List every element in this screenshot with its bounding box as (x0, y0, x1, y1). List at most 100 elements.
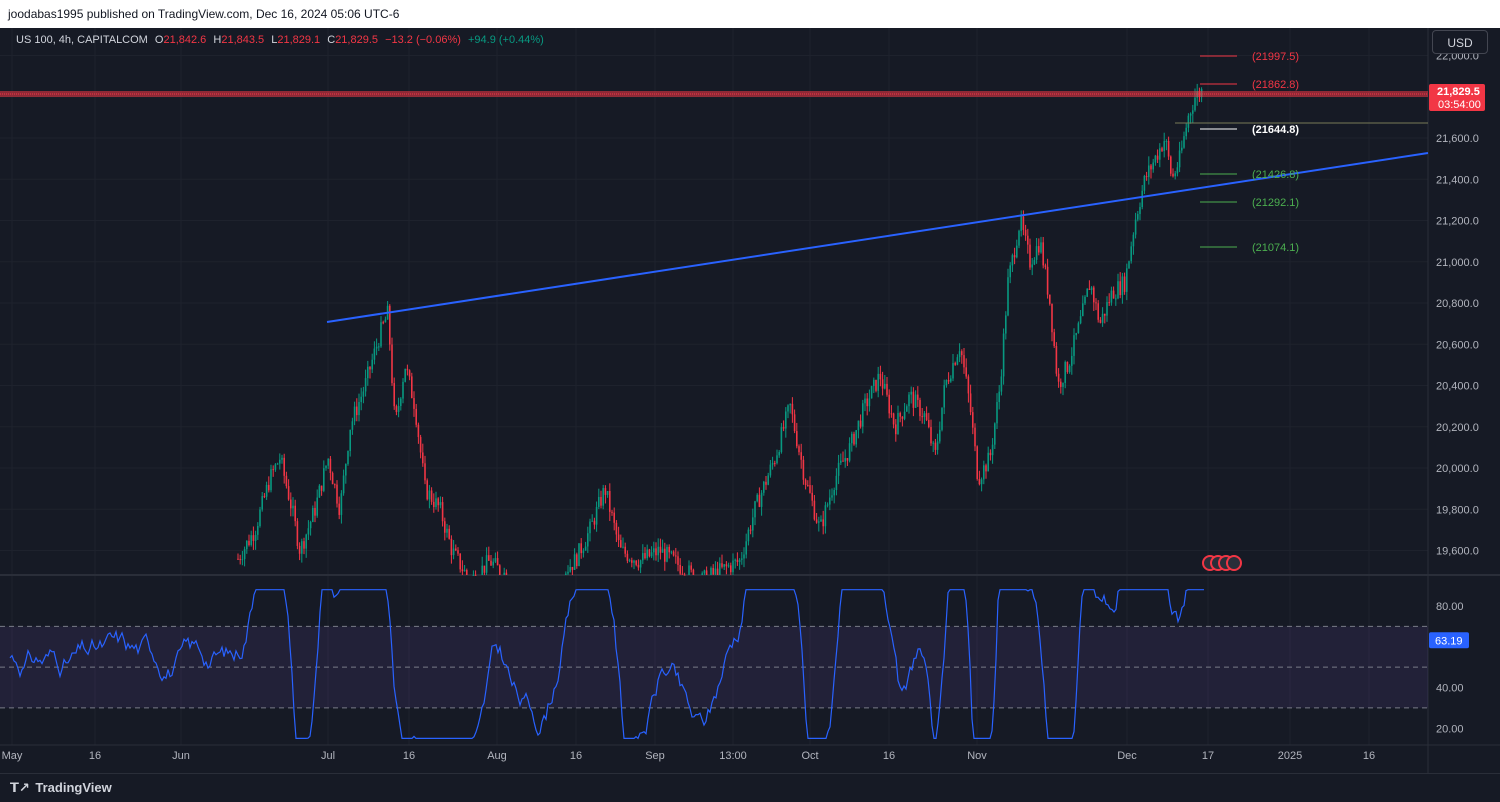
candle-body (1126, 268, 1128, 292)
candle-body (752, 517, 754, 531)
candle-body (1178, 150, 1181, 168)
candle-body (930, 427, 932, 444)
chart-canvas[interactable]: (21997.5) (21862.8) (21644.8) (21426.8) (212… (0, 28, 1500, 773)
candle-body (1084, 296, 1086, 304)
candle-body (921, 416, 923, 418)
candle-body (866, 398, 868, 407)
candle-body (589, 521, 591, 534)
candle-body (1163, 141, 1165, 151)
candle-body (1000, 376, 1003, 392)
candle-body (747, 529, 750, 542)
candle-body (1060, 381, 1062, 387)
candle-body (952, 363, 954, 379)
candle-body (584, 546, 587, 551)
candle-body (505, 572, 508, 575)
price-axis[interactable]: 22,000.021,600.021,400.021,200.021,000.0… (1429, 51, 1485, 558)
price-axis-label: 20,400.0 (1436, 381, 1479, 393)
rsi-current-value: 63.19 (1435, 635, 1463, 647)
candle-body (1068, 365, 1071, 372)
candle-body (1167, 140, 1170, 157)
candle-body (879, 373, 882, 380)
candle-body (974, 427, 976, 447)
candle-body (976, 446, 978, 479)
tradingview-logo-icon: 𝗧↗ (10, 780, 30, 795)
candle-body (441, 502, 444, 522)
candle-body (573, 554, 576, 570)
candle-body (430, 490, 433, 502)
candle-body (613, 512, 615, 523)
symbol-label[interactable]: US 100, 4h, CAPITALCOM (16, 34, 148, 46)
candle-body (659, 546, 662, 553)
candle-body (276, 463, 279, 465)
candle-body (485, 555, 488, 573)
candle-body (727, 565, 730, 567)
candle-body (631, 560, 633, 563)
candle-body (1086, 288, 1088, 297)
candle-body (833, 490, 835, 496)
candle-body (448, 528, 450, 539)
candle-body (1194, 97, 1196, 111)
chart-area[interactable]: (21997.5) (21862.8) (21644.8) (21426.8) (212… (0, 28, 1500, 773)
candle-body (1183, 136, 1185, 148)
candle-body (954, 363, 956, 365)
candle-body (932, 442, 934, 444)
candle-body (809, 485, 811, 493)
candle-body (776, 455, 778, 464)
candle-body (1075, 333, 1077, 336)
candle-body (1170, 156, 1172, 174)
candle-body (248, 540, 250, 545)
candle-body (1022, 216, 1025, 230)
rsi-value-tag (1429, 632, 1469, 649)
candle-body (835, 475, 838, 491)
candle-body (950, 378, 952, 382)
candle-body (571, 566, 574, 570)
candle-body (1097, 303, 1099, 320)
time-axis[interactable]: May 16 Jun Jul 16 Aug 16 Sep 13:00 Oct 16 Nov Dec 17 2… (2, 750, 1376, 762)
open-label: O (154, 34, 164, 46)
tradingview-logo[interactable]: 𝗧↗ TradingView (10, 780, 112, 796)
candle-body (351, 421, 354, 430)
candle-body (963, 355, 965, 368)
candle-body (934, 442, 937, 450)
time-axis-label: May (2, 750, 23, 762)
candle-body (947, 380, 950, 382)
overlays: (21997.5) (21862.8) (21644.8) (21426.8) (212… (0, 51, 1429, 571)
candle-body (565, 573, 567, 575)
candle-body (490, 560, 492, 566)
candle-body (1038, 246, 1040, 253)
candle-body (969, 393, 972, 413)
candle-body (705, 570, 708, 575)
candle-body (494, 558, 497, 562)
candle-body (428, 490, 431, 500)
candle-body (331, 473, 334, 485)
high-label: H (213, 34, 222, 46)
candle-body (730, 565, 732, 573)
currency-button[interactable]: USD (1432, 30, 1488, 54)
candle-body (1130, 246, 1132, 262)
candle-body (576, 554, 578, 567)
candle-body (692, 569, 695, 575)
time-axis-label: 2025 (1278, 750, 1302, 762)
candle-body (972, 412, 974, 428)
candle-body (1031, 264, 1033, 268)
candle-body (580, 543, 582, 554)
candle-body (912, 391, 915, 408)
candle-body (307, 528, 310, 535)
candle-body (653, 548, 655, 553)
candle-body (1121, 276, 1124, 296)
candle-body (393, 383, 395, 407)
rsi-pane[interactable]: 80.00 40.00 20.00 63.19 (0, 589, 1469, 740)
candle-body (782, 427, 785, 429)
candle-body (857, 420, 860, 431)
candle-body (1082, 303, 1084, 317)
time-axis-label: 16 (403, 750, 415, 762)
candle-body (1053, 332, 1055, 346)
candle-body (274, 464, 277, 470)
candle-body (419, 437, 422, 453)
time-axis-label: Sep (645, 750, 665, 762)
level-label: (21644.8) (1252, 124, 1299, 136)
candle-body (800, 452, 802, 460)
candle-body (723, 564, 725, 567)
candle-body (1013, 255, 1016, 258)
price-axis-label: 21,400.0 (1436, 174, 1479, 186)
